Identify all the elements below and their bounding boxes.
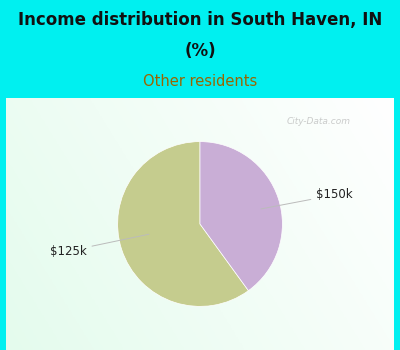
Wedge shape (118, 142, 248, 306)
Text: $150k: $150k (261, 188, 353, 209)
Text: Other residents: Other residents (143, 74, 257, 89)
Text: (%): (%) (184, 42, 216, 60)
Text: $125k: $125k (50, 234, 149, 258)
Text: City-Data.com: City-Data.com (286, 117, 350, 126)
Text: Income distribution in South Haven, IN: Income distribution in South Haven, IN (18, 10, 382, 28)
Wedge shape (200, 142, 282, 290)
